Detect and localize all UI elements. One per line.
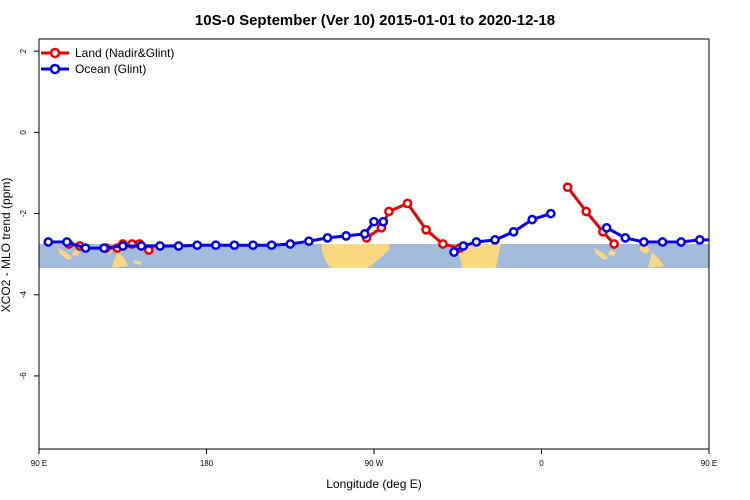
data-point-ocean xyxy=(545,208,556,219)
data-point-land xyxy=(384,206,394,217)
legend-item-ocean: Ocean (Glint) xyxy=(41,62,146,76)
data-point-ocean xyxy=(694,235,705,245)
data-point-ocean xyxy=(369,216,379,227)
legend: Land (Nadir&Glint) Ocean (Glint) xyxy=(41,46,174,76)
data-point-ocean xyxy=(80,243,91,253)
y-tick-label: 0 xyxy=(19,130,28,135)
data-point-land xyxy=(581,206,592,217)
data-point-ocean xyxy=(266,240,277,251)
data-point-ocean xyxy=(322,233,333,243)
data-point-land xyxy=(438,239,448,249)
data-point-ocean xyxy=(192,240,203,251)
data-point-ocean xyxy=(676,237,686,247)
data-point-ocean xyxy=(471,237,482,247)
x-tick-label: 0 xyxy=(539,459,544,468)
y-tick-label: -6 xyxy=(19,372,28,380)
data-point-ocean xyxy=(341,231,351,241)
data-point-ocean xyxy=(490,235,500,245)
data-point-ocean xyxy=(155,241,165,251)
data-point-ocean xyxy=(210,240,221,251)
data-point-ocean xyxy=(285,239,296,249)
map-land-borneo xyxy=(72,250,80,256)
data-point-ocean xyxy=(378,216,389,227)
y-tick-label: 2 xyxy=(19,48,28,53)
map-land-australia-tip-east xyxy=(648,252,664,268)
legend-item-land: Land (Nadir&Glint) xyxy=(41,46,174,60)
data-point-ocean xyxy=(117,241,128,251)
map-land-borneo-east xyxy=(608,250,616,256)
map-land-sumatra-east xyxy=(594,248,608,260)
data-point-ocean xyxy=(449,247,459,257)
y-tick-label: -4 xyxy=(19,291,28,299)
data-point-land xyxy=(143,245,154,255)
data-point-ocean xyxy=(620,233,631,243)
data-point-ocean xyxy=(229,240,240,251)
map-land-australia-tip xyxy=(112,252,128,268)
x-tick-label: 90 E xyxy=(701,459,717,468)
map-land-solomons xyxy=(133,260,142,265)
data-point-ocean xyxy=(639,237,649,247)
x-tick-label: 90 W xyxy=(365,459,384,468)
legend-label-land: Land (Nadir&Glint) xyxy=(75,46,174,60)
y-axis-title: XCO2 - MLO trend (ppm) xyxy=(0,178,13,313)
data-point-ocean xyxy=(458,241,469,251)
data-point-ocean xyxy=(136,241,147,251)
y-tick-label: -2 xyxy=(19,209,28,217)
x-tick-label: 90 E xyxy=(31,459,47,468)
data-point-ocean xyxy=(62,237,72,247)
data-point-ocean xyxy=(601,222,612,233)
legend-marker-ocean xyxy=(49,63,61,75)
data-point-ocean xyxy=(508,226,519,237)
data-point-ocean xyxy=(359,229,370,239)
x-axis: 90 E 180 90 W 0 90 E xyxy=(31,449,717,468)
data-point-land xyxy=(562,182,573,193)
data-point-land xyxy=(609,239,619,249)
map-land-south-america xyxy=(322,244,389,268)
legend-label-ocean: Ocean (Glint) xyxy=(75,62,146,76)
legend-marker-land xyxy=(49,47,61,59)
series-line-land-4 xyxy=(566,186,616,246)
data-point-ocean xyxy=(173,241,184,251)
y-axis: 2 0 -2 -4 -6 xyxy=(19,48,39,379)
data-point-ocean xyxy=(43,237,54,247)
data-point-land xyxy=(421,224,431,235)
data-point-ocean xyxy=(99,243,109,253)
data-point-ocean xyxy=(248,240,258,251)
chart-title: 10S-0 September (Ver 10) 2015-01-01 to 2… xyxy=(195,12,555,29)
map-land-sumatra xyxy=(58,248,72,260)
data-point-ocean xyxy=(657,237,668,247)
series-ocean xyxy=(43,208,709,257)
x-tick-label: 180 xyxy=(200,459,214,468)
x-axis-title: Longitude (deg E) xyxy=(326,477,421,491)
map-land-africa xyxy=(456,244,501,268)
series-line-ocean-2 xyxy=(605,226,709,244)
series-layer xyxy=(43,182,709,257)
data-point-ocean xyxy=(304,236,314,247)
data-point-ocean xyxy=(527,214,538,225)
data-point-land xyxy=(402,198,413,209)
